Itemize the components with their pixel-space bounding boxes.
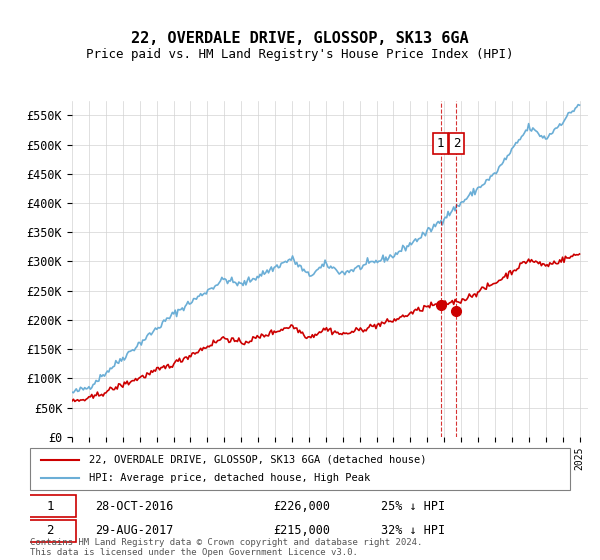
Text: 32% ↓ HPI: 32% ↓ HPI — [381, 525, 445, 538]
Text: 2: 2 — [452, 137, 460, 150]
FancyBboxPatch shape — [25, 495, 76, 517]
Text: HPI: Average price, detached house, High Peak: HPI: Average price, detached house, High… — [89, 473, 371, 483]
Text: 29-AUG-2017: 29-AUG-2017 — [95, 525, 173, 538]
Text: 1: 1 — [437, 137, 444, 150]
Text: 2: 2 — [46, 525, 54, 538]
Text: £226,000: £226,000 — [273, 500, 330, 513]
Text: 22, OVERDALE DRIVE, GLOSSOP, SK13 6GA: 22, OVERDALE DRIVE, GLOSSOP, SK13 6GA — [131, 31, 469, 46]
Text: 28-OCT-2016: 28-OCT-2016 — [95, 500, 173, 513]
Text: 22, OVERDALE DRIVE, GLOSSOP, SK13 6GA (detached house): 22, OVERDALE DRIVE, GLOSSOP, SK13 6GA (d… — [89, 455, 427, 465]
Text: 1: 1 — [46, 500, 54, 513]
Text: Price paid vs. HM Land Registry's House Price Index (HPI): Price paid vs. HM Land Registry's House … — [86, 48, 514, 60]
Text: Contains HM Land Registry data © Crown copyright and database right 2024.
This d: Contains HM Land Registry data © Crown c… — [30, 538, 422, 557]
Text: 25% ↓ HPI: 25% ↓ HPI — [381, 500, 445, 513]
Text: £215,000: £215,000 — [273, 525, 330, 538]
FancyBboxPatch shape — [25, 520, 76, 542]
FancyBboxPatch shape — [30, 448, 570, 490]
